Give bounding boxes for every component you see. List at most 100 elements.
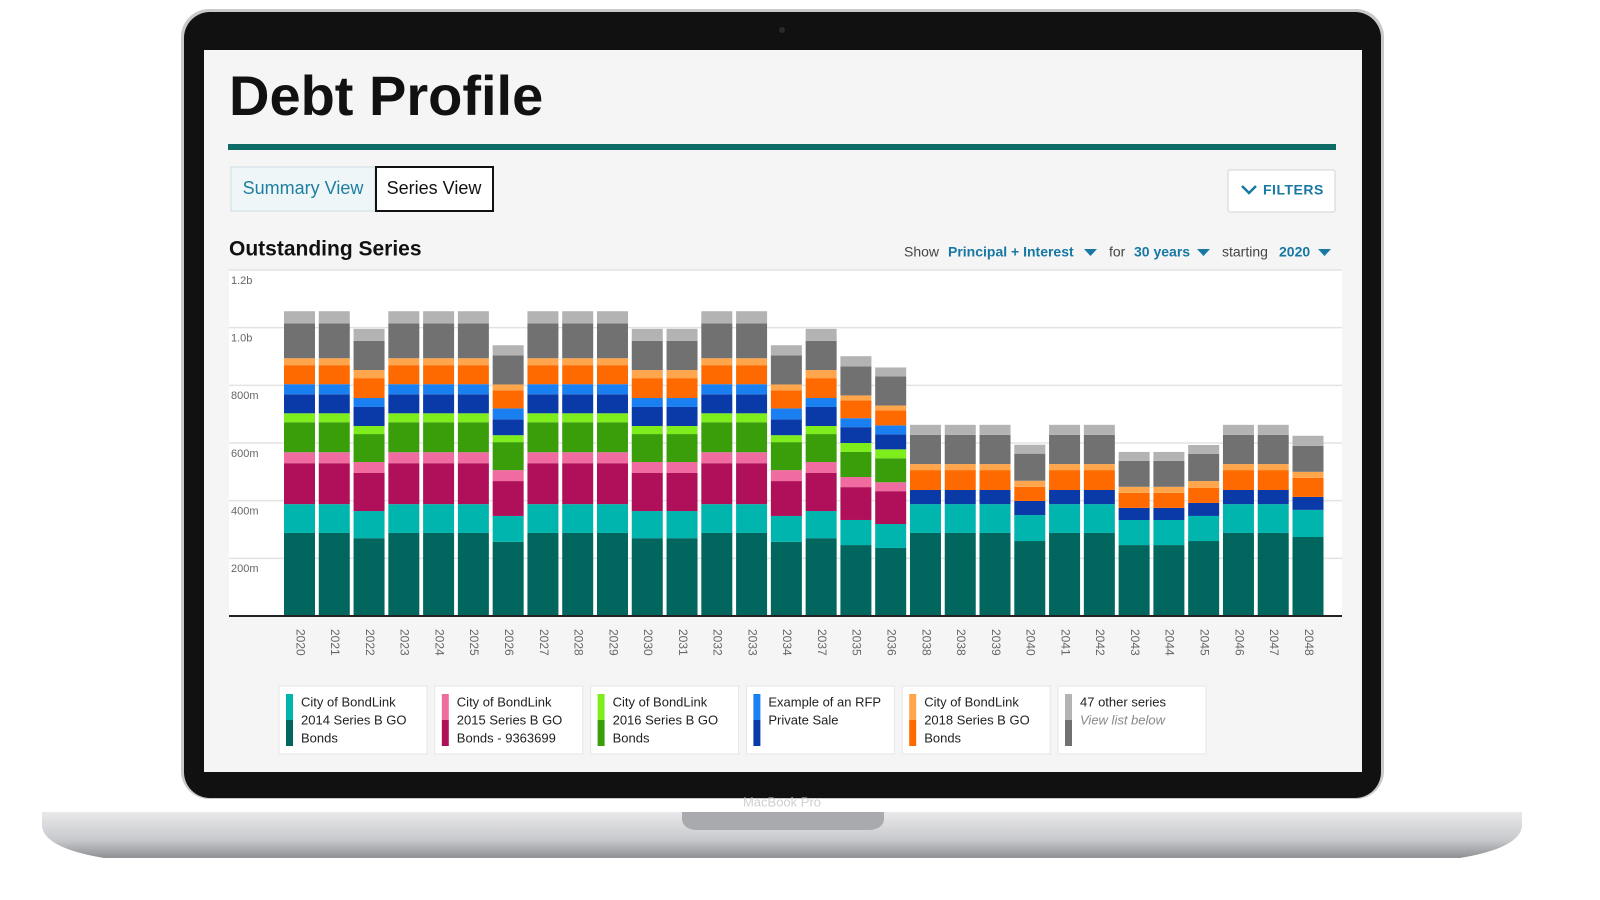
control-label: Show bbox=[904, 244, 940, 260]
legend-swatch bbox=[909, 720, 917, 746]
dropdown-caret[interactable] bbox=[1197, 249, 1210, 256]
bar-segment bbox=[909, 489, 941, 505]
summary-tab-label[interactable]: Summary View bbox=[243, 178, 365, 198]
bar-segment bbox=[805, 434, 837, 463]
bar-segment bbox=[1188, 487, 1220, 503]
bar-segment bbox=[318, 413, 350, 423]
bar-segment bbox=[353, 378, 385, 399]
legend-label: 2018 Series B GO bbox=[924, 712, 1029, 727]
bar-segment bbox=[736, 358, 768, 366]
legend-item[interactable] bbox=[1057, 685, 1207, 755]
bar-segment bbox=[423, 532, 455, 616]
bar-segment bbox=[875, 410, 907, 426]
summary-tab[interactable] bbox=[230, 166, 376, 212]
x-tick-label: 2035 bbox=[850, 629, 864, 656]
bar-segment bbox=[284, 311, 315, 324]
bar-segment bbox=[944, 464, 976, 471]
bar-segment bbox=[1014, 480, 1046, 487]
filters-button[interactable] bbox=[1227, 169, 1336, 213]
control-value[interactable]: 2020 bbox=[1279, 244, 1310, 260]
bar-segment bbox=[701, 452, 733, 464]
bar-segment bbox=[631, 434, 663, 463]
bar-segment bbox=[423, 413, 455, 423]
bar-segment bbox=[944, 424, 976, 435]
legend-item[interactable] bbox=[590, 685, 740, 755]
bar-segment bbox=[631, 425, 663, 435]
series-tab[interactable] bbox=[375, 166, 494, 212]
bar-segment bbox=[492, 435, 524, 443]
bar-segment bbox=[388, 463, 420, 505]
bar-segment bbox=[318, 311, 350, 324]
x-tick-label: 2021 bbox=[328, 629, 342, 656]
bar-segment bbox=[770, 408, 802, 420]
bar-segment bbox=[840, 400, 872, 419]
x-tick-label: 2025 bbox=[467, 629, 481, 656]
bar-segment bbox=[1014, 500, 1046, 516]
bar-segment bbox=[1118, 451, 1150, 461]
bar-segment bbox=[1153, 451, 1185, 461]
dropdown-caret[interactable] bbox=[1318, 249, 1331, 256]
bar-segment bbox=[492, 442, 524, 471]
legend-swatch bbox=[441, 694, 449, 720]
bar-segment bbox=[840, 443, 872, 452]
legend-swatch bbox=[1065, 694, 1072, 720]
bar-segment bbox=[284, 358, 315, 366]
control-value[interactable]: Principal + Interest bbox=[948, 244, 1074, 260]
bar-segment bbox=[1014, 541, 1046, 616]
bar-segment bbox=[423, 323, 455, 359]
bar-segment bbox=[1118, 486, 1150, 493]
bar-segment bbox=[875, 376, 907, 406]
bar-segment bbox=[284, 384, 315, 395]
bar-segment bbox=[1222, 504, 1254, 533]
bar-segment bbox=[318, 323, 350, 359]
legend-item[interactable] bbox=[901, 685, 1051, 755]
bar-segment bbox=[457, 413, 489, 423]
filters-label[interactable]: FILTERS bbox=[1263, 182, 1324, 198]
bar-segment bbox=[805, 425, 837, 435]
bar-segment bbox=[596, 452, 628, 464]
bar-segment bbox=[596, 532, 628, 616]
bar-segment bbox=[770, 384, 802, 391]
laptop-base bbox=[42, 812, 1522, 858]
bar-segment bbox=[1153, 486, 1185, 493]
bar-segment bbox=[944, 532, 976, 616]
bar-segment bbox=[423, 358, 455, 366]
bar-segment bbox=[770, 515, 802, 542]
legend-swatch bbox=[597, 694, 605, 720]
bar-segment bbox=[562, 358, 594, 366]
dropdown-caret[interactable] bbox=[1084, 249, 1097, 256]
bar-segment bbox=[770, 355, 802, 385]
bar-segment bbox=[562, 452, 594, 464]
bar-segment bbox=[596, 365, 628, 385]
legend-item[interactable] bbox=[434, 685, 584, 755]
bar-segment bbox=[1257, 532, 1289, 616]
bar-segment bbox=[701, 422, 733, 453]
bar-segment bbox=[457, 463, 489, 505]
bar-segment bbox=[666, 378, 698, 399]
bar-segment bbox=[840, 356, 872, 367]
bar-segment bbox=[1257, 504, 1289, 533]
bar-segment bbox=[1188, 481, 1220, 488]
legend-label: Bonds - 9363699 bbox=[457, 730, 556, 745]
bar-segment bbox=[736, 384, 768, 395]
legend-item[interactable] bbox=[278, 685, 428, 755]
bar-segment bbox=[1014, 444, 1046, 454]
x-tick-label: 2022 bbox=[363, 629, 377, 656]
bar-segment bbox=[631, 370, 663, 379]
control-value[interactable]: 30 years bbox=[1134, 244, 1190, 260]
bar-segment bbox=[457, 311, 489, 324]
bar-segment bbox=[1014, 453, 1046, 481]
x-tick-label: 2041 bbox=[1058, 629, 1072, 656]
legend-item[interactable] bbox=[745, 685, 895, 755]
bar-segment bbox=[1153, 545, 1185, 616]
bar-segment bbox=[631, 378, 663, 399]
series-tab-label[interactable]: Series View bbox=[387, 178, 483, 198]
bar-segment bbox=[388, 311, 420, 324]
chevron-icon bbox=[1241, 185, 1257, 195]
bar-segment bbox=[1083, 470, 1115, 490]
legend-label: City of BondLink bbox=[457, 694, 552, 709]
bar-segment bbox=[1292, 536, 1324, 616]
bar-segment bbox=[457, 394, 489, 414]
x-tick-label: 2037 bbox=[815, 629, 829, 656]
bar-segment bbox=[492, 345, 524, 356]
